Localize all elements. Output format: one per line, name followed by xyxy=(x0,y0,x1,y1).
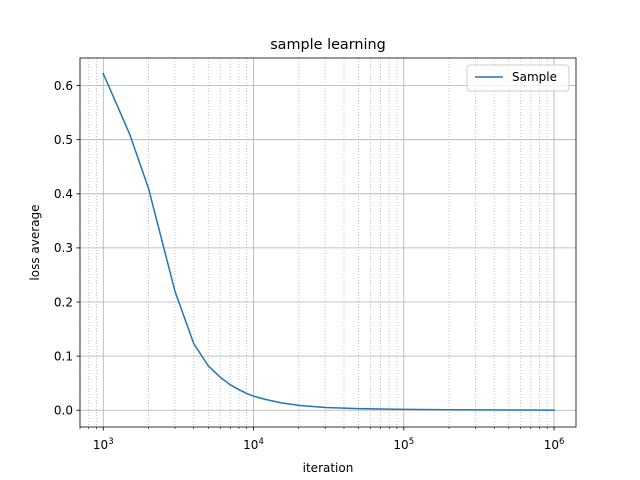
legend-box xyxy=(466,64,570,92)
series-line-sample xyxy=(102,72,555,411)
plot-frame xyxy=(79,57,577,428)
x-tick-label-base: 10 xyxy=(243,438,258,452)
x-tick-label-exponent: 3 xyxy=(108,437,113,447)
x-tick-label-exponent: 6 xyxy=(559,437,564,447)
x-tick-label-base: 10 xyxy=(544,438,559,452)
y-tick-label: 0.1 xyxy=(54,349,73,363)
x-tick-label-base: 10 xyxy=(93,438,108,452)
y-tick-label: 0.0 xyxy=(54,404,73,418)
x-tick-label-exponent: 5 xyxy=(409,437,414,447)
y-tick-label: 0.5 xyxy=(54,133,73,147)
legend: Sample xyxy=(466,64,570,92)
y-tick-label: 0.3 xyxy=(54,241,73,255)
y-axis-label: loss average xyxy=(28,204,42,280)
y-tick-label: 0.6 xyxy=(54,79,73,93)
x-axis-label: iteration xyxy=(303,461,354,475)
x-tick-label-exponent: 4 xyxy=(258,437,263,447)
x-tick-label: 105 xyxy=(393,437,414,452)
x-tick-label: 103 xyxy=(93,437,114,452)
grid-layer xyxy=(79,58,576,427)
x-tick-label-base: 10 xyxy=(393,438,408,452)
x-tick-label: 106 xyxy=(544,437,565,452)
series-layer xyxy=(102,72,555,411)
y-tick-label: 0.4 xyxy=(54,187,73,201)
legend-label: Sample xyxy=(512,70,557,84)
y-tick-label: 0.2 xyxy=(54,295,73,309)
chart-title: sample learning xyxy=(270,37,386,53)
x-tick-label: 104 xyxy=(243,437,264,452)
